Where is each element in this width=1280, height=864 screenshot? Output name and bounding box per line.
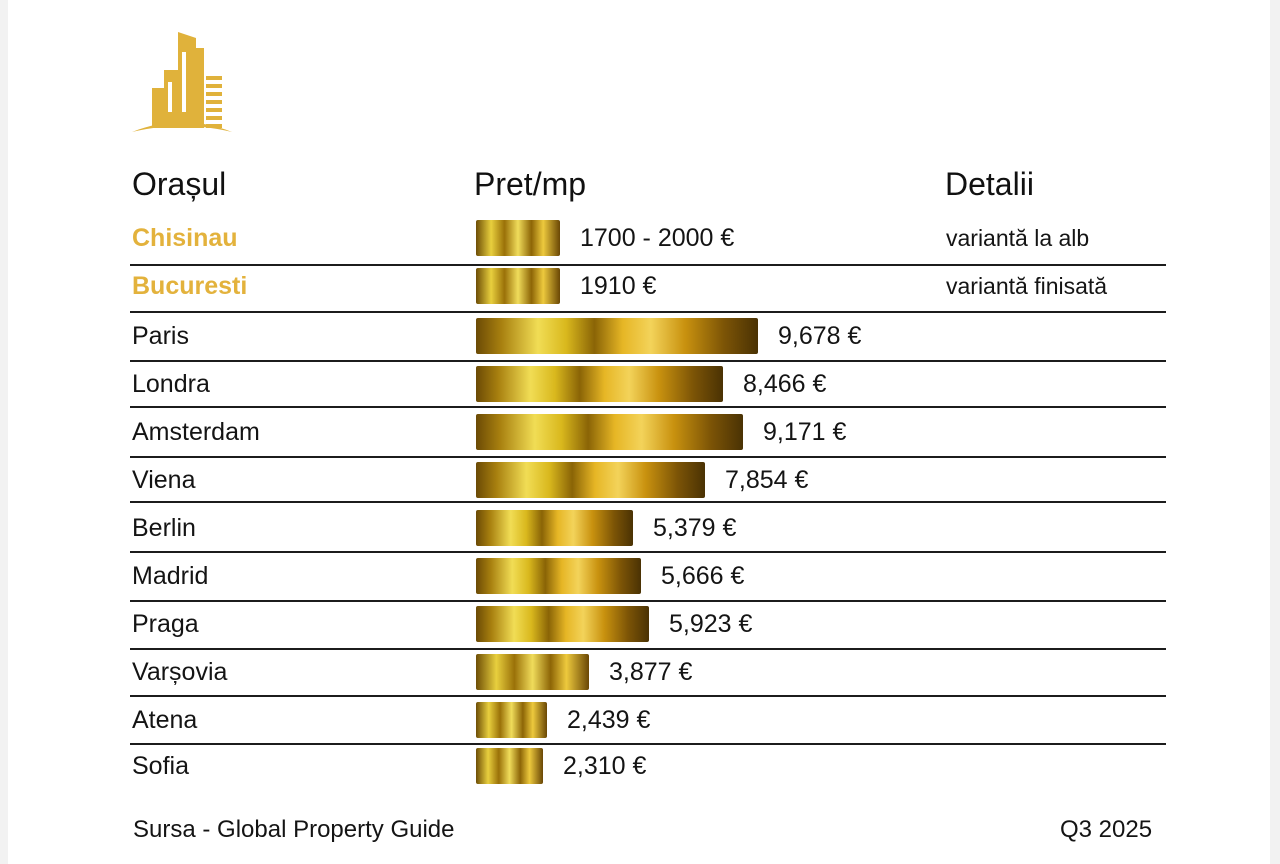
table-row: Paris 9,678 €: [130, 316, 1166, 360]
column-header-price: Pret/mp: [474, 166, 587, 202]
table-row: Atena 2,439 €: [130, 700, 1166, 744]
table-row: Viena 7,854 €: [130, 460, 1166, 504]
price-bar: [476, 558, 641, 594]
table-row: Sofia 2,310 €: [130, 746, 1166, 790]
infographic-page: Orașul Pret/mp Detalii Chisinau 1700 - 20…: [8, 0, 1270, 864]
row-divider: [130, 406, 1166, 408]
source-note: Sursa - Global Property Guide: [133, 816, 455, 843]
table-row: Praga 5,923 €: [130, 604, 1166, 648]
price-bar: [476, 366, 723, 402]
table-row: Berlin 5,379 €: [130, 508, 1166, 552]
price-bar: [476, 268, 560, 304]
price-value-label: 9,678 €: [778, 322, 862, 350]
building-logo-icon: [132, 32, 232, 132]
period-label: Q3 2025: [1060, 816, 1153, 843]
price-value-label: 5,379 €: [653, 514, 737, 542]
column-header-details: Detalii: [945, 166, 1034, 202]
row-divider: [130, 648, 1166, 650]
row-divider: [130, 311, 1166, 313]
row-divider: [130, 600, 1166, 602]
table-row: Madrid 5,666 €: [130, 556, 1166, 600]
table-row: Amsterdam 9,171 €: [130, 412, 1166, 456]
price-bar: [476, 748, 543, 784]
city-label: Varșovia: [132, 658, 228, 686]
row-divider: [130, 695, 1166, 697]
city-label: Berlin: [132, 514, 196, 542]
price-bar: [476, 510, 633, 546]
city-label: Paris: [132, 322, 189, 350]
price-bar: [476, 318, 758, 354]
price-value-label: 2,439 €: [567, 706, 651, 734]
row-divider: [130, 551, 1166, 553]
table-row: Chisinau 1700 - 2000 € variantă la alb: [130, 218, 1166, 262]
city-label: Londra: [132, 370, 210, 398]
table-row: Bucuresti 1910 € variantă finisată: [130, 266, 1166, 310]
row-divider: [130, 456, 1166, 458]
price-value-label: 1700 - 2000 €: [580, 224, 735, 252]
detail-text: variantă finisată: [946, 273, 1108, 299]
table-row: Londra 8,466 €: [130, 364, 1166, 408]
price-bar: [476, 606, 649, 642]
row-divider: [130, 360, 1166, 362]
price-value-label: 5,923 €: [669, 610, 753, 638]
price-value-label: 8,466 €: [743, 370, 827, 398]
city-label: Sofia: [132, 752, 189, 780]
table-row: Varșovia 3,877 €: [130, 652, 1166, 696]
row-divider: [130, 264, 1166, 266]
detail-text: variantă la alb: [946, 225, 1090, 251]
city-label: Amsterdam: [132, 418, 260, 446]
price-bar: [476, 462, 705, 498]
city-label: Praga: [132, 610, 199, 638]
city-label: Atena: [132, 706, 198, 734]
column-header-city: Orașul: [132, 166, 227, 202]
city-label: Viena: [132, 466, 196, 494]
price-bar: [476, 654, 589, 690]
price-value-label: 1910 €: [580, 272, 657, 300]
city-label: Chisinau: [132, 224, 238, 252]
price-bar: [476, 414, 743, 450]
price-value-label: 7,854 €: [725, 466, 809, 494]
city-label: Madrid: [132, 562, 209, 590]
price-bar: [476, 702, 547, 738]
city-label: Bucuresti: [132, 272, 248, 300]
price-value-label: 3,877 €: [609, 658, 693, 686]
row-divider: [130, 501, 1166, 503]
row-divider: [130, 743, 1166, 745]
price-bar: [476, 220, 560, 256]
price-value-label: 5,666 €: [661, 562, 745, 590]
price-value-label: 2,310 €: [563, 752, 647, 780]
price-value-label: 9,171 €: [763, 418, 847, 446]
